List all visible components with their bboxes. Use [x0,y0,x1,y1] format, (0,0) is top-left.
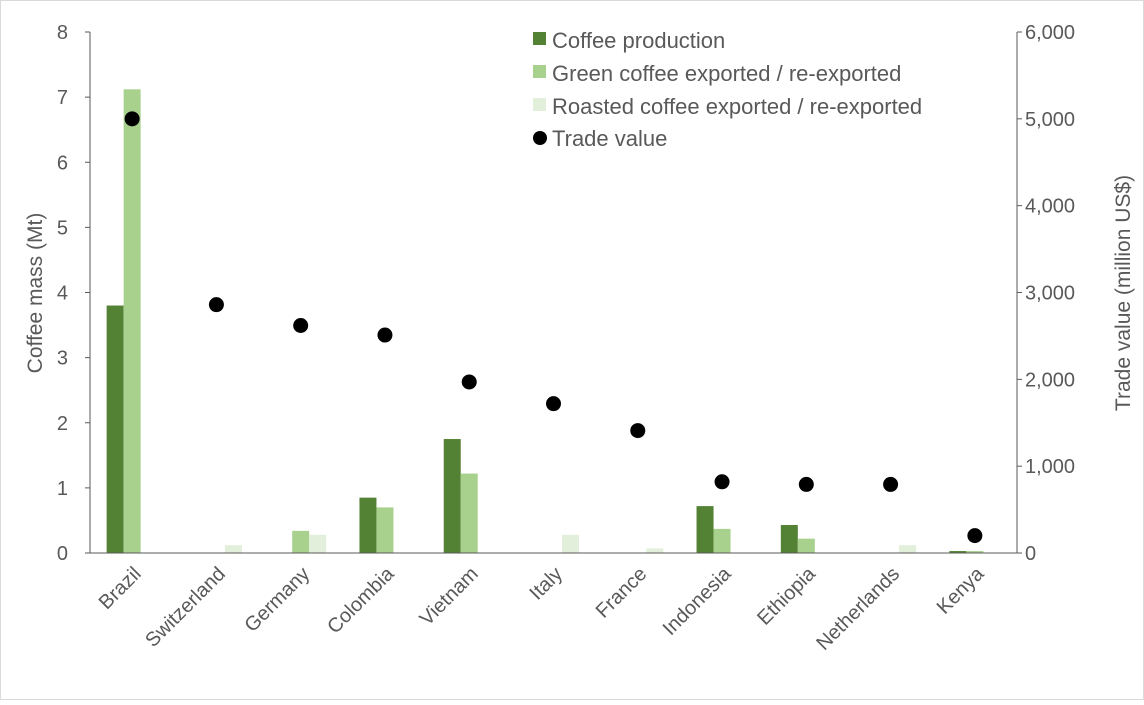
trade-value-point-0 [124,111,140,127]
bar-1-3 [376,507,394,553]
left-tick-label: 2 [57,413,68,435]
legend-swatch-green [533,65,546,78]
legend-label-green: Green coffee exported / re-exported [552,61,901,86]
trade-value-point-3 [377,327,393,343]
bar-2-2 [309,534,327,553]
bar-1-8 [797,538,815,553]
legend-marker-trade-value [533,131,547,145]
right-tick-label: 5,000 [1025,109,1075,131]
trade-value-point-5 [546,396,561,412]
left-tick-label: 8 [57,22,68,44]
left-tick-label: 7 [57,87,68,109]
trade-value-point-8 [798,476,814,492]
bar-1-7 [713,528,731,553]
right-tick-label: 0 [1025,543,1036,565]
left-ticks: 0 1 2 3 4 5 6 7 8 [57,22,90,565]
bar-1-4 [460,473,478,553]
left-tick-label: 5 [57,217,68,239]
legend-label-production: Coffee production [552,28,725,53]
left-tick-label: 6 [57,152,68,174]
bar-1-10 [966,551,984,553]
left-tick-label: 4 [57,283,68,305]
y2-axis-title: Trade value (million US$) [1112,175,1135,411]
legend-swatch-roasted [533,98,546,111]
trade-value-point-7 [714,474,730,490]
bar-0-0 [106,305,124,553]
right-tick-label: 2,000 [1025,369,1075,391]
left-tick-label: 1 [57,478,68,500]
bar-0-4 [443,439,461,553]
trade-value-point-4 [461,374,477,390]
bars-layer [106,89,984,553]
bar-2-5 [562,534,579,553]
right-ticks: 0 1,000 2,000 3,000 4,000 5,000 6,000 [1017,22,1075,565]
trade-value-point-9 [883,476,899,492]
bar-0-8 [780,524,798,553]
bar-0-10 [949,551,967,553]
right-tick-label: 1,000 [1025,456,1075,478]
legend-label-trade-value: Trade value [552,126,667,151]
trade-value-point-10 [967,528,983,544]
bar-2-6 [646,548,664,553]
right-tick-label: 3,000 [1025,283,1075,305]
trade-value-point-2 [293,317,309,333]
bar-2-1 [224,545,242,553]
points-layer [124,111,983,544]
bar-2-9 [899,545,917,553]
bar-1-2 [292,530,310,553]
trade-value-point-6 [630,423,646,439]
legend-label-roasted: Roasted coffee exported / re-exported [552,94,922,119]
bar-1-0 [123,89,141,553]
right-tick-label: 6,000 [1025,22,1075,44]
trade-value-point-1 [208,297,224,313]
left-tick-label: 3 [57,348,68,370]
right-tick-label: 4,000 [1025,196,1075,218]
left-tick-label: 0 [57,543,68,565]
y-axis-title: Coffee mass (Mt) [24,213,47,374]
legend-swatch-production [533,32,546,45]
bar-0-3 [359,497,377,553]
bar-0-7 [696,506,714,553]
legend: Coffee production Green coffee exported … [533,28,922,151]
